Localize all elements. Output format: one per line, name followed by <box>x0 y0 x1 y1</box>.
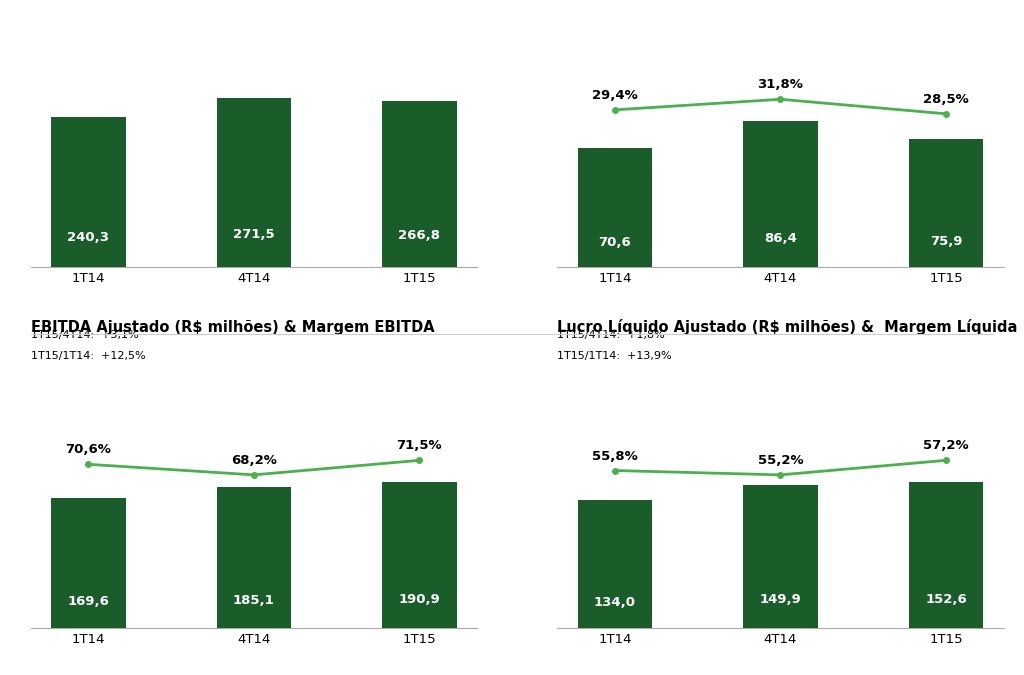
Bar <box>908 482 983 628</box>
Text: 271,5: 271,5 <box>233 228 274 242</box>
Text: 1T15/4T14:  +1,8%: 1T15/4T14: +1,8% <box>557 329 665 340</box>
Text: EBITDA Ajustado (R$ milhões) & Margem EBITDA: EBITDA Ajustado (R$ milhões) & Margem EB… <box>31 321 434 335</box>
Text: 149,9: 149,9 <box>760 593 801 606</box>
Text: 1T15/1T14:  +12,5%: 1T15/1T14: +12,5% <box>31 350 145 360</box>
Bar <box>382 482 457 628</box>
Text: 75,9: 75,9 <box>930 234 963 248</box>
Text: 190,9: 190,9 <box>398 593 440 606</box>
Bar <box>578 500 652 628</box>
Text: 57,2%: 57,2% <box>924 439 969 452</box>
Bar <box>578 148 652 267</box>
Text: 70,6: 70,6 <box>598 236 631 249</box>
Text: 70,6%: 70,6% <box>66 443 112 456</box>
Bar <box>51 117 126 267</box>
Bar <box>743 485 817 628</box>
Text: 185,1: 185,1 <box>233 593 274 607</box>
Bar <box>743 121 817 267</box>
Text: 28,5%: 28,5% <box>923 93 969 106</box>
Text: 86,4: 86,4 <box>764 232 797 245</box>
Bar <box>51 498 126 628</box>
Text: 169,6: 169,6 <box>68 595 110 608</box>
Text: 68,2%: 68,2% <box>230 454 276 467</box>
Text: 152,6: 152,6 <box>925 593 967 606</box>
Text: 1T15/1T14:  +13,9%: 1T15/1T14: +13,9% <box>557 350 672 360</box>
Text: 71,5%: 71,5% <box>396 439 442 452</box>
Text: 240,3: 240,3 <box>68 232 110 244</box>
Bar <box>908 139 983 267</box>
Text: 134,0: 134,0 <box>594 595 636 609</box>
Text: 266,8: 266,8 <box>398 229 440 242</box>
Bar <box>217 487 291 628</box>
Text: 1T15/4T14:  +3,1%: 1T15/4T14: +3,1% <box>31 329 138 340</box>
Text: 55,8%: 55,8% <box>592 450 638 462</box>
Text: Lucro Líquido Ajustado (R$ milhões) &  Margem Líquida: Lucro Líquido Ajustado (R$ milhões) & Ma… <box>557 319 1018 335</box>
Text: 29,4%: 29,4% <box>592 89 638 102</box>
Text: 55,2%: 55,2% <box>758 454 803 467</box>
Bar <box>217 98 291 267</box>
Text: 31,8%: 31,8% <box>758 78 804 91</box>
Bar <box>382 101 457 267</box>
